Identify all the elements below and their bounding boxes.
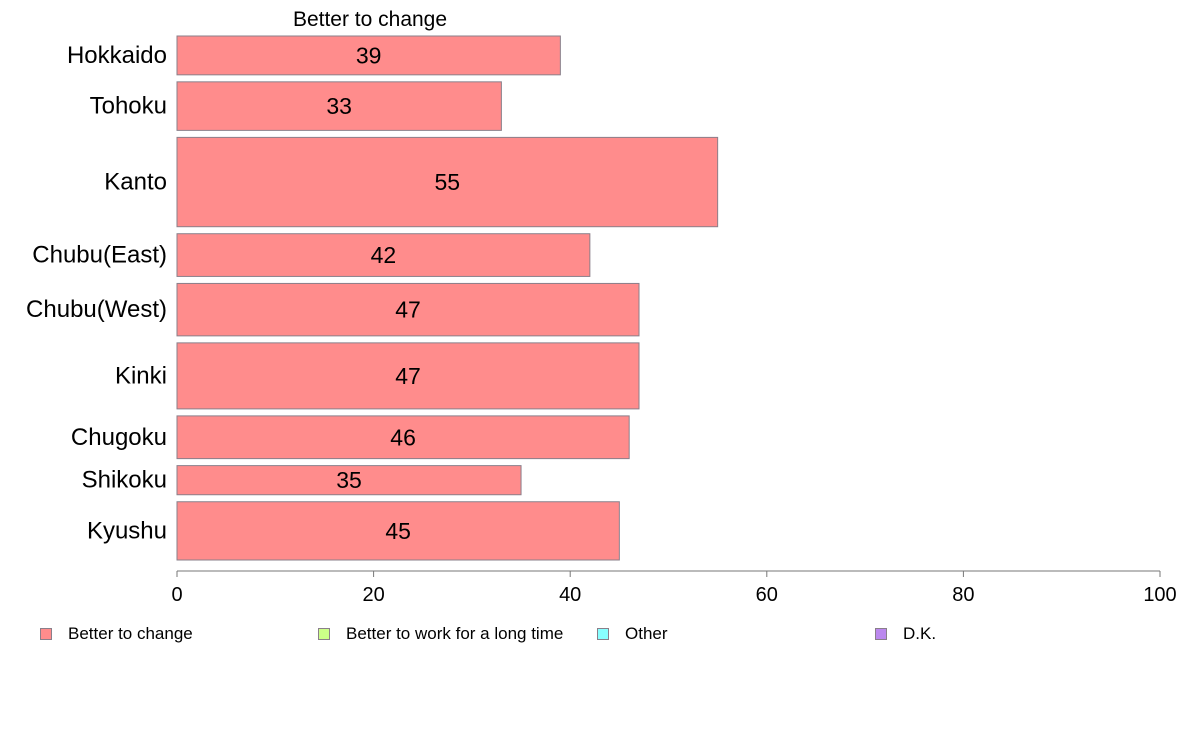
legend-label: Better to work for a long time	[346, 624, 564, 643]
legend-item-dk: D.K.	[875, 624, 936, 644]
x-tick-label: 0	[171, 584, 182, 606]
legend-label: Better to change	[68, 624, 193, 643]
x-tick-label: 80	[952, 584, 974, 606]
legend-swatch	[40, 628, 52, 640]
legend-label: Other	[625, 624, 668, 643]
bar	[176, 35, 561, 76]
bar-value-label: 35	[336, 467, 362, 493]
bar	[176, 136, 719, 228]
category-label: Shikoku	[82, 467, 167, 494]
legend-item-better-to-change: Better to change	[40, 624, 193, 644]
bar-value-label: 33	[326, 93, 352, 119]
bar	[176, 501, 620, 561]
category-label: Chubu(East)	[32, 242, 167, 269]
category-label: Kyushu	[87, 517, 167, 544]
legend-swatch	[318, 628, 330, 640]
x-tick-label: 100	[1143, 584, 1176, 606]
legend-label: D.K.	[903, 624, 937, 643]
category-label: Chugoku	[71, 424, 167, 451]
bar	[176, 81, 502, 131]
bar-value-label: 46	[390, 424, 416, 450]
bars-group: 39 Hokkaido 33 Tohoku 55 Kanto 42 Chubu(East) 47…	[26, 35, 719, 561]
legend-item-other: Other	[597, 624, 668, 644]
legend-item-better-to-work-long: Better to work for a long time	[318, 624, 563, 644]
x-tick-label: 20	[362, 584, 384, 606]
legend: Better to change Better to work for a lo…	[0, 624, 1188, 648]
category-label: Kanto	[104, 169, 167, 196]
x-axis: 0 20 40 60 80 100	[171, 570, 1177, 606]
category-label: Chubu(West)	[26, 296, 167, 323]
category-label: Kinki	[115, 362, 167, 389]
category-label: Tohoku	[90, 93, 167, 120]
legend-swatch	[875, 628, 887, 640]
x-tick-label: 40	[559, 584, 581, 606]
bar-value-label: 47	[395, 297, 421, 323]
bar-value-label: 55	[435, 169, 461, 195]
bar	[176, 465, 522, 496]
bar	[176, 233, 591, 277]
bar	[176, 342, 640, 410]
bar-value-label: 42	[371, 242, 397, 268]
bar-value-label: 39	[356, 42, 382, 68]
bar-value-label: 47	[395, 363, 421, 389]
bar-value-label: 45	[385, 518, 411, 544]
category-label: Hokkaido	[67, 42, 167, 69]
chart-title: Better to change	[293, 8, 447, 31]
legend-swatch	[597, 628, 609, 640]
x-tick-label: 60	[756, 584, 778, 606]
bar	[176, 282, 640, 337]
bar	[176, 415, 630, 460]
